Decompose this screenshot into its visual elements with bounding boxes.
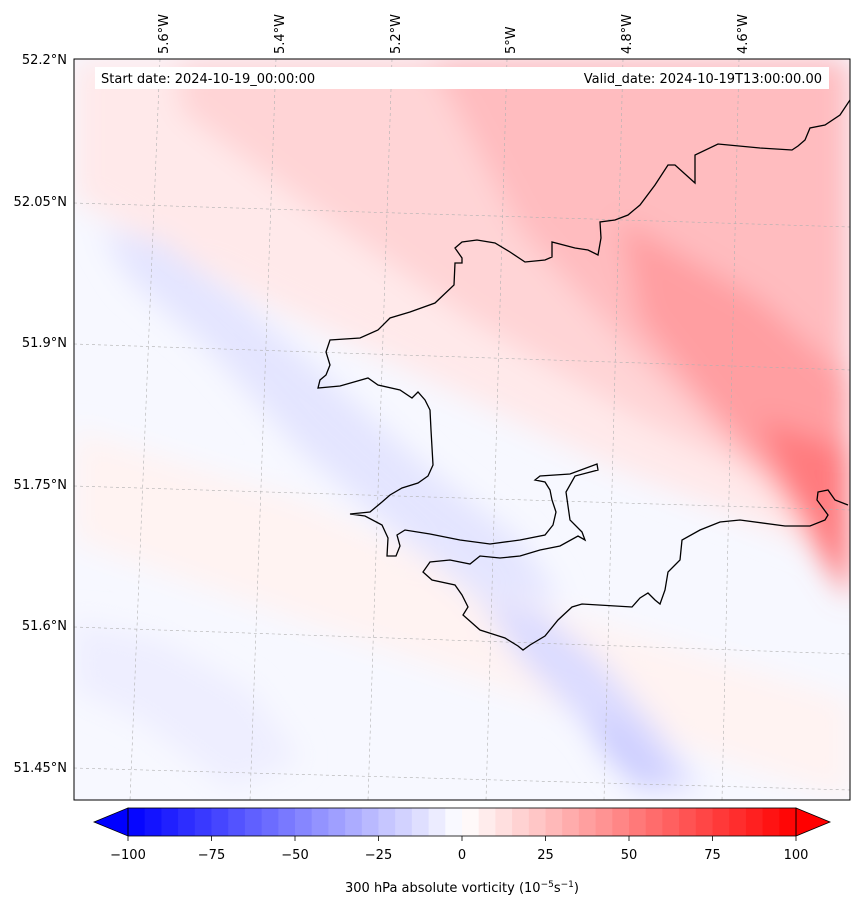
colorbar-segment xyxy=(562,808,580,836)
vorticity-band-weak-positive-south xyxy=(74,430,850,800)
colorbar: −100 −75 −50 −25 0 25 50 75 100 300 hPa … xyxy=(92,807,832,896)
vorticity-field xyxy=(74,59,850,800)
lon-label-4-8w: 4.8°W xyxy=(620,14,635,54)
colorbar-segment xyxy=(779,808,797,836)
colorbar-segment xyxy=(528,808,546,836)
colorbar-segment xyxy=(345,808,363,836)
colorbar-segment xyxy=(244,808,262,836)
colorbar-segment xyxy=(629,808,647,836)
colorbar-tick-labels: −100 −75 −50 −25 0 25 50 75 100 xyxy=(110,848,808,863)
colorbar-min-extension-arrow xyxy=(92,807,129,837)
colorbar-segment xyxy=(495,808,513,836)
colorbar-segment xyxy=(144,808,162,836)
gridline-lon-5-6 xyxy=(129,59,161,800)
colorbar-title: 300 hPa absolute vorticity (10−5s−1) xyxy=(345,880,579,896)
colorbar-segments xyxy=(128,808,797,836)
vorticity-band-negative-north xyxy=(100,230,560,600)
latitude-labels: 52.2°N 52.05°N 51.9°N 51.75°N 51.6°N 51.… xyxy=(14,53,67,776)
colorbar-segment xyxy=(178,808,196,836)
colorbar-segment xyxy=(261,808,279,836)
colorbar-segment xyxy=(211,808,229,836)
colorbar-segment xyxy=(328,808,346,836)
colorbar-segment xyxy=(762,808,780,836)
coastline xyxy=(317,99,850,651)
vorticity-core-positive xyxy=(620,220,850,600)
colorbar-segment xyxy=(578,808,596,836)
colorbar-segment xyxy=(595,808,613,836)
colorbar-segment xyxy=(295,808,313,836)
valid-date-label: Valid_date: 2024-10-19T13:00:00.00 xyxy=(584,72,822,87)
colorbar-segment xyxy=(712,808,730,836)
cb-tick-label-minus-25: −25 xyxy=(365,848,392,863)
colorbar-segment xyxy=(228,808,246,836)
cb-tick-label-25: 25 xyxy=(537,848,554,863)
colorbar-segment xyxy=(428,808,446,836)
colorbar-segment xyxy=(612,808,630,836)
colorbar-segment xyxy=(662,808,680,836)
colorbar-max-extension-arrow xyxy=(795,807,832,837)
map-area xyxy=(74,59,850,800)
colorbar-segment xyxy=(311,808,329,836)
colorbar-segment xyxy=(278,808,296,836)
cb-tick-label-50: 50 xyxy=(621,848,638,863)
colorbar-segment xyxy=(395,808,413,836)
lon-label-4-6w: 4.6°W xyxy=(736,14,751,54)
start-date-label: Start date: 2024-10-19_00:00:00 xyxy=(101,72,315,87)
lon-label-5w: 5°W xyxy=(504,26,519,54)
lat-label-51-9n: 51.9°N xyxy=(22,336,67,351)
vorticity-min-negative xyxy=(590,710,670,790)
colorbar-segment xyxy=(645,808,663,836)
map-frame xyxy=(73,58,851,801)
date-info-bar: Start date: 2024-10-19_00:00:00 Valid_da… xyxy=(95,67,829,89)
colorbar-segment xyxy=(745,808,763,836)
colorbar-segment xyxy=(161,808,179,836)
colorbar-segment xyxy=(478,808,496,836)
colorbar-segment xyxy=(194,808,212,836)
colorbar-segment xyxy=(512,808,530,836)
cb-tick-label-minus-100: −100 xyxy=(110,848,146,863)
lon-label-5-6w: 5.6°W xyxy=(157,14,172,54)
colorbar-ticks xyxy=(127,836,797,841)
colorbar-segment xyxy=(361,808,379,836)
colorbar-segment xyxy=(695,808,713,836)
colorbar-segment xyxy=(411,808,429,836)
colorbar-segment xyxy=(378,808,396,836)
date-info-background xyxy=(95,67,829,89)
lat-label-51-45n: 51.45°N xyxy=(14,761,67,776)
graticule xyxy=(74,59,850,800)
colorbar-segment xyxy=(679,808,697,836)
lat-label-51-6n: 51.6°N xyxy=(22,619,67,634)
lon-label-5-2w: 5.2°W xyxy=(389,14,404,54)
lon-label-5-4w: 5.4°W xyxy=(273,14,288,54)
colorbar-segment xyxy=(545,808,563,836)
vorticity-band-negative-southwest xyxy=(74,620,300,790)
cb-tick-label-100: 100 xyxy=(784,848,809,863)
vorticity-band-negative-south xyxy=(480,600,700,790)
longitude-labels: 5.6°W 5.4°W 5.2°W 5°W 4.8°W 4.6°W xyxy=(157,14,751,54)
colorbar-segment xyxy=(462,808,480,836)
cb-tick-label-minus-50: −50 xyxy=(281,848,308,863)
colorbar-segment xyxy=(729,808,747,836)
lat-label-52-2n: 52.2°N xyxy=(22,53,67,68)
colorbar-segment xyxy=(445,808,463,836)
cb-tick-label-0: 0 xyxy=(458,848,466,863)
lat-label-52-05n: 52.05°N xyxy=(14,195,67,210)
vorticity-max-positive xyxy=(760,420,850,600)
cb-tick-label-minus-75: −75 xyxy=(198,848,225,863)
cb-tick-label-75: 75 xyxy=(704,848,721,863)
colorbar-segment xyxy=(128,808,146,836)
lat-label-51-75n: 51.75°N xyxy=(14,478,67,493)
